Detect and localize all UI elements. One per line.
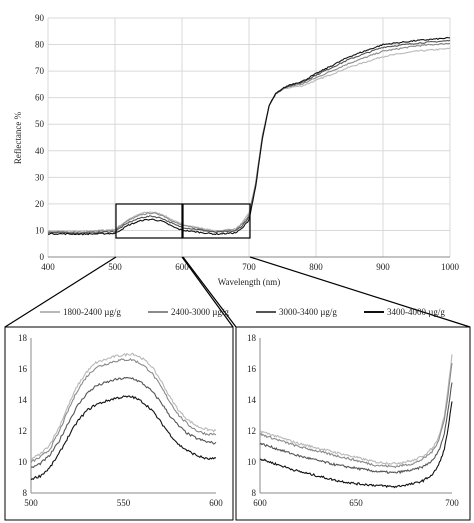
main-y-tick-label: 50	[35, 119, 45, 129]
main-x-tick-label: 1000	[441, 262, 460, 272]
zoom-left-series-line	[30, 395, 217, 481]
main-x-tick-label: 600	[175, 262, 189, 272]
main-series-lines	[47, 36, 451, 236]
zoom-right-series-line	[259, 363, 453, 469]
zoom-left-series-line	[30, 358, 217, 463]
zoom-right-series-lines	[259, 354, 453, 489]
zoom-right-series-line	[259, 382, 453, 475]
zoom-left-chart: 8 10 12 14 16 18 500 550 600	[18, 333, 223, 508]
zoom-connectors	[4, 256, 471, 328]
zoom-left-y-tick-label: 10	[18, 457, 28, 467]
zoom-left-x-tick-label: 600	[209, 498, 223, 508]
zoom-left-x-tick-label: 550	[117, 498, 131, 508]
main-y-tick-label: 20	[35, 199, 45, 209]
zoom-panel-left-frame	[4, 326, 234, 521]
connector-right-2	[249, 256, 471, 328]
main-x-tick-label: 800	[309, 262, 323, 272]
zoom-panel-right-frame	[235, 326, 471, 521]
main-y-tick-label: 90	[35, 13, 45, 23]
connector-left-2	[181, 256, 234, 328]
zoom-right-x-tick-label: 700	[445, 498, 459, 508]
zoom-right-y-tick-label: 14	[247, 395, 257, 405]
main-y-tick-label: 10	[35, 225, 45, 235]
zoom-right-y-tick-label: 12	[247, 426, 256, 436]
main-tick-labels: 0 10 20 30 40 50 60 70 80 90 400 500 600 700 800 900 100…	[35, 13, 460, 272]
legend-label: 3000-3400 µg/g	[279, 307, 337, 317]
main-series-line	[47, 39, 451, 235]
connector-left-1	[4, 256, 117, 328]
legend: 1800-2400 µg/g 2400-3000 µg/g 3000-3400 µg…	[40, 307, 445, 317]
main-series-line	[47, 36, 451, 236]
zoom-right-y-tick-label: 18	[247, 333, 257, 343]
zoom-box-right	[182, 203, 251, 239]
zoom-right-y-tick-label: 16	[247, 364, 257, 374]
main-y-tick-label: 30	[35, 172, 45, 182]
zoom-right-series-line	[259, 354, 453, 465]
main-y-tick-label: 60	[35, 93, 45, 103]
main-grid	[47, 17, 451, 258]
zoom-right-x-tick-label: 600	[253, 498, 267, 508]
main-y-tick-label: 80	[35, 40, 45, 50]
zoom-right-chart: 8 10 12 14 16 18 600 650 700	[247, 333, 459, 508]
zoom-box-left	[115, 203, 183, 239]
main-y-tick-label: 70	[35, 66, 45, 76]
zoom-left-series-line	[30, 376, 217, 469]
zoom-left-series-lines	[30, 352, 217, 481]
legend-label: 3400-4000 µg/g	[387, 307, 445, 317]
main-y-tick-label: 40	[35, 146, 45, 156]
legend-label: 2400-3000 µg/g	[171, 307, 229, 317]
main-y-axis-label: Reflectance %	[13, 111, 23, 164]
main-y-tick-label: 0	[40, 252, 45, 262]
zoom-left-tick-labels: 8 10 12 14 16 18 500 550 600	[18, 333, 223, 508]
zoom-right-series-line	[259, 401, 453, 489]
main-x-tick-label: 500	[108, 262, 122, 272]
zoom-left-x-tick-label: 500	[24, 498, 38, 508]
zoom-left-y-tick-label: 16	[18, 364, 28, 374]
main-x-axis-label: Wavelength (nm)	[218, 277, 281, 287]
zoom-left-y-tick-label: 8	[23, 488, 28, 498]
zoom-right-x-tick-label: 650	[349, 498, 363, 508]
legend-label: 1800-2400 µg/g	[63, 307, 121, 317]
zoom-left-y-tick-label: 14	[18, 395, 28, 405]
zoom-right-tick-labels: 8 10 12 14 16 18 600 650 700	[247, 333, 459, 508]
zoom-left-y-tick-label: 12	[18, 426, 27, 436]
zoom-left-series-line	[30, 352, 217, 460]
zoom-right-y-tick-label: 10	[247, 457, 257, 467]
zoom-left-y-tick-label: 18	[18, 333, 28, 343]
main-x-tick-label: 400	[41, 262, 55, 272]
zoom-right-y-tick-label: 8	[252, 488, 257, 498]
main-chart: 0 10 20 30 40 50 60 70 80 90 400 500 600 700 800 900 100…	[13, 13, 460, 287]
connector-right-1	[182, 256, 237, 328]
main-x-tick-label: 700	[242, 262, 256, 272]
main-x-tick-label: 900	[376, 262, 390, 272]
